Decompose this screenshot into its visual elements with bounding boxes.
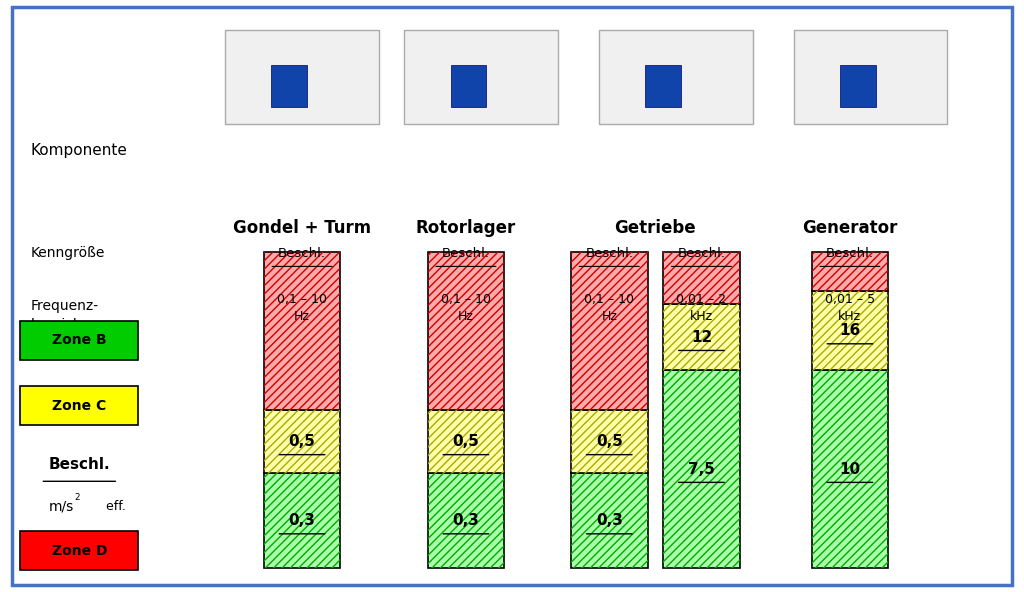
Text: 0,1 – 10
Hz: 0,1 – 10 Hz [441,293,490,323]
Bar [264,252,340,410]
Bar [794,30,947,124]
Text: 0,3: 0,3 [453,513,479,528]
Bar [840,65,876,107]
Text: 12: 12 [691,330,712,345]
Text: Generator: Generator [802,219,898,237]
Text: Komponente: Komponente [31,143,128,159]
Text: 0,5: 0,5 [596,434,623,449]
Text: Kenngröße: Kenngröße [31,246,105,260]
Bar [811,252,888,291]
Text: Gondel + Turm: Gondel + Turm [233,219,371,237]
Text: Rotorlager: Rotorlager [416,219,516,237]
Text: Beschl.: Beschl. [826,247,873,260]
Text: Frequenz-
bereich: Frequenz- bereich [31,299,99,333]
Bar [20,532,138,570]
Text: 10: 10 [840,462,860,477]
Bar [811,371,888,568]
Bar [271,65,307,107]
Bar [428,252,505,410]
Bar [811,291,888,371]
Text: eff.: eff. [102,500,126,513]
Bar [571,474,647,568]
Bar [428,474,505,568]
Text: Beschl.: Beschl. [48,457,111,472]
Bar [645,65,681,107]
Bar [264,474,340,568]
Text: Zone B: Zone B [52,333,106,348]
Text: Beschl.: Beschl. [678,247,725,260]
Bar [664,371,739,568]
Bar [428,474,505,568]
Text: 7,5: 7,5 [688,462,715,477]
Bar [664,304,739,371]
Text: $^2$: $^2$ [74,493,81,506]
Bar [664,252,739,304]
Text: 0,01 – 2
kHz: 0,01 – 2 kHz [677,293,726,323]
Text: 16: 16 [840,323,860,338]
Text: Beschl.: Beschl. [279,247,326,260]
Text: 0,5: 0,5 [289,434,315,449]
Bar [599,30,753,124]
Text: 0,3: 0,3 [289,513,315,528]
Bar [664,371,739,568]
Text: 0,3: 0,3 [596,513,623,528]
Bar [404,30,558,124]
Bar [20,321,138,360]
Bar [451,65,486,107]
Bar [264,410,340,474]
Text: Getriebe: Getriebe [614,219,696,237]
Bar [811,291,888,371]
Bar [811,371,888,568]
Bar [571,410,647,474]
Text: Zone D: Zone D [51,543,108,558]
Bar [571,252,647,410]
Bar [571,252,647,410]
Bar [225,30,379,124]
Text: Beschl.: Beschl. [442,247,489,260]
Bar [264,252,340,410]
Bar [428,410,505,474]
Bar [571,410,647,474]
Text: 0,01 – 5
kHz: 0,01 – 5 kHz [825,293,874,323]
Bar [264,474,340,568]
Bar [664,252,739,304]
Bar [264,410,340,474]
Bar [811,252,888,291]
Bar [571,474,647,568]
Text: Zone C: Zone C [52,398,106,413]
Text: m/s: m/s [49,499,74,513]
Bar [664,304,739,371]
Bar [428,410,505,474]
Text: 0,5: 0,5 [453,434,479,449]
Text: 0,1 – 10
Hz: 0,1 – 10 Hz [585,293,634,323]
Text: Beschl.: Beschl. [586,247,633,260]
Bar [20,387,138,425]
Bar [428,252,505,410]
Text: 0,1 – 10
Hz: 0,1 – 10 Hz [278,293,327,323]
